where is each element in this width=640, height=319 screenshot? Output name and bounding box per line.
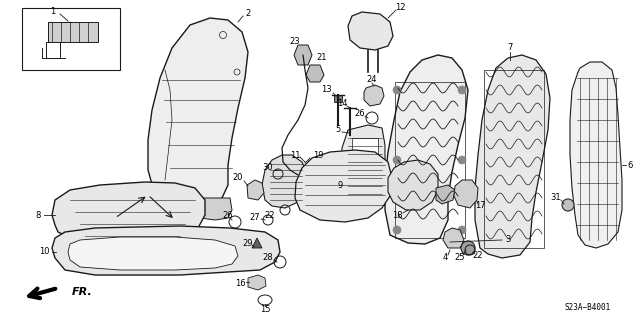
Text: 13: 13 — [321, 85, 332, 94]
Polygon shape — [352, 138, 378, 168]
Text: 12: 12 — [395, 4, 405, 12]
Text: FR.: FR. — [72, 287, 93, 297]
Text: 17: 17 — [475, 201, 485, 210]
Circle shape — [461, 241, 475, 255]
Text: 2: 2 — [245, 10, 251, 19]
Text: 31: 31 — [550, 194, 561, 203]
Polygon shape — [334, 95, 342, 102]
Text: 7: 7 — [508, 43, 513, 53]
Text: 28: 28 — [262, 254, 273, 263]
Polygon shape — [46, 42, 60, 58]
Text: 18: 18 — [392, 211, 403, 219]
Circle shape — [458, 156, 466, 164]
Polygon shape — [306, 65, 324, 82]
Text: 22: 22 — [473, 250, 483, 259]
Polygon shape — [252, 238, 262, 248]
Polygon shape — [247, 180, 264, 200]
Polygon shape — [342, 125, 385, 205]
Polygon shape — [295, 150, 392, 222]
Circle shape — [458, 226, 466, 234]
Polygon shape — [388, 160, 438, 210]
Polygon shape — [294, 45, 312, 65]
Text: 21: 21 — [317, 54, 327, 63]
Polygon shape — [436, 185, 455, 204]
Text: 6: 6 — [627, 160, 633, 169]
Polygon shape — [475, 55, 550, 258]
Polygon shape — [48, 22, 98, 42]
Text: 8: 8 — [35, 211, 41, 219]
Circle shape — [393, 226, 401, 234]
Text: 24: 24 — [367, 76, 377, 85]
Text: 30: 30 — [262, 164, 273, 173]
Text: 29: 29 — [243, 240, 253, 249]
Polygon shape — [385, 55, 468, 244]
Polygon shape — [52, 182, 205, 244]
Text: 15: 15 — [260, 306, 270, 315]
Circle shape — [393, 156, 401, 164]
Circle shape — [458, 86, 466, 94]
Text: 23: 23 — [290, 38, 300, 47]
Text: 14: 14 — [337, 100, 348, 108]
Text: 4: 4 — [442, 254, 447, 263]
Text: 19: 19 — [313, 151, 323, 160]
Text: 26: 26 — [355, 109, 365, 118]
Text: 9: 9 — [337, 181, 342, 189]
Polygon shape — [68, 237, 238, 270]
Text: 1: 1 — [51, 8, 56, 17]
Text: 20: 20 — [233, 174, 243, 182]
Polygon shape — [443, 228, 464, 248]
Polygon shape — [148, 18, 248, 205]
Text: 16: 16 — [235, 278, 245, 287]
Polygon shape — [52, 226, 280, 275]
Text: 10: 10 — [39, 248, 49, 256]
Text: 26: 26 — [223, 211, 234, 219]
Polygon shape — [348, 12, 393, 50]
Text: 5: 5 — [335, 125, 340, 135]
Polygon shape — [22, 8, 120, 70]
Text: 25: 25 — [455, 254, 465, 263]
Text: 3: 3 — [506, 235, 511, 244]
Circle shape — [562, 199, 574, 211]
Polygon shape — [570, 62, 622, 248]
Text: 27: 27 — [250, 213, 260, 222]
Text: 11: 11 — [290, 151, 300, 160]
Polygon shape — [248, 275, 266, 290]
Polygon shape — [364, 85, 384, 106]
Polygon shape — [454, 180, 478, 208]
Text: 22: 22 — [265, 211, 275, 219]
Text: S23A−B4001: S23A−B4001 — [565, 303, 611, 313]
Circle shape — [393, 86, 401, 94]
Polygon shape — [262, 155, 308, 208]
Polygon shape — [188, 198, 232, 220]
